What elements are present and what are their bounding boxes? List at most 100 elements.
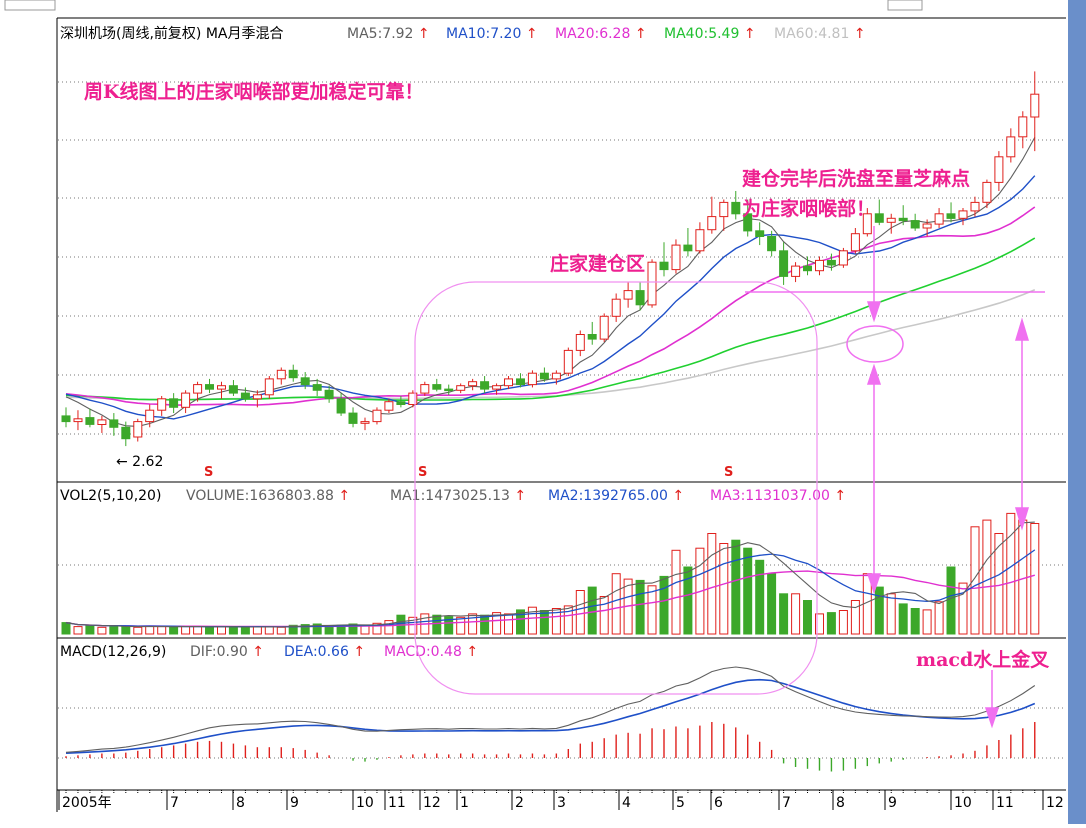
x-tick-label: 7	[782, 795, 791, 811]
volume-bar	[276, 626, 286, 635]
dea-line	[65, 678, 1036, 754]
candlestick	[1030, 71, 1040, 152]
volume-bar	[109, 625, 119, 635]
candle-body	[587, 334, 597, 340]
candle-body	[994, 156, 1004, 183]
vol-ma2-value: MA2:1392765.00	[548, 488, 668, 504]
candle-body	[1018, 116, 1028, 138]
candle-body	[480, 381, 490, 390]
volume-bars	[61, 512, 1040, 635]
candlestick	[1006, 128, 1016, 163]
candle-body	[862, 213, 872, 235]
candle-body	[647, 261, 657, 306]
volume-bar	[312, 623, 322, 635]
x-tick-label: 2005年	[62, 795, 112, 811]
candle-body	[611, 298, 621, 317]
volume-bar	[133, 626, 143, 635]
candle-body	[934, 213, 944, 225]
candlestick	[958, 208, 968, 226]
candle-body	[779, 250, 789, 277]
candle-body	[767, 236, 777, 252]
candlestick	[109, 413, 119, 436]
candle-body	[240, 392, 250, 400]
candle-body	[898, 217, 908, 222]
candlestick	[312, 378, 322, 396]
candlestick	[121, 421, 131, 447]
candle-body	[970, 201, 980, 212]
volume-bar	[683, 566, 693, 635]
x-tick-label: 11	[996, 795, 1014, 811]
candlestick	[647, 259, 657, 308]
candlestick	[324, 385, 334, 403]
volume-bar	[791, 593, 801, 635]
volume-bar	[492, 612, 502, 635]
volume-bar	[456, 616, 466, 635]
annotation-zone: 庄家建仓区	[550, 252, 645, 275]
macd-lines	[65, 666, 1036, 754]
candlestick	[276, 367, 286, 385]
annotation-right-line1: 建仓完毕后洗盘至量芝麻点	[742, 167, 970, 190]
ma40-arrow-icon: ↑	[744, 26, 756, 42]
volume-title: VOL2(5,10,20)	[60, 488, 161, 504]
candle-body	[815, 259, 824, 272]
x-tick-label: 6	[714, 795, 723, 811]
candle-body	[803, 265, 812, 272]
macd-title: MACD(12,26,9)	[60, 644, 166, 660]
volume-bar	[767, 573, 777, 635]
volume-bar	[228, 626, 238, 635]
candle-body	[217, 385, 226, 390]
candle-body	[671, 244, 681, 271]
candle-body	[456, 385, 466, 391]
candlestick	[288, 364, 298, 382]
volume-bar	[264, 626, 274, 635]
candlestick	[587, 321, 597, 345]
x-tick-label: 5	[676, 795, 685, 811]
candlestick	[779, 242, 789, 285]
candlestick	[551, 370, 561, 385]
candlestick	[205, 378, 214, 394]
candlestick	[217, 381, 226, 399]
x-tick-label: 10	[356, 795, 374, 811]
candlestick	[133, 418, 143, 442]
vol-ma1-value: MA1:1473025.13	[390, 488, 510, 504]
candlestick	[73, 410, 83, 431]
x-tick-label: 1	[460, 795, 469, 811]
dea-value: DEA:0.66	[284, 644, 349, 660]
volume-bar	[288, 624, 298, 635]
ma60-value: MA60:4.81	[774, 26, 849, 42]
candlestick	[157, 395, 167, 416]
volume-bar	[755, 559, 765, 635]
candlestick	[838, 247, 848, 268]
volume-bar	[300, 624, 310, 635]
candlestick	[755, 222, 765, 246]
arrow-head-up-icon	[1014, 317, 1030, 341]
candle-body	[563, 349, 573, 374]
candlestick	[815, 256, 824, 276]
candlestick	[934, 208, 944, 228]
volume-bar	[635, 579, 645, 635]
candlestick	[420, 381, 430, 396]
candlestick	[336, 393, 346, 416]
volume-bar	[73, 626, 83, 635]
arrow-head-down-icon	[984, 707, 1000, 729]
vol-ma1-arrow-icon: ↑	[514, 488, 526, 504]
candlestick	[360, 417, 370, 431]
x-tick-label: 9	[888, 795, 897, 811]
volume-bar	[743, 547, 753, 635]
volume-bar	[982, 519, 992, 635]
candlestick	[85, 408, 95, 428]
x-axis: 2005年 7 8 9 10 11 12 1 2 3 4 5 6 7 8 9 10 11 12	[58, 790, 1064, 811]
candlestick	[169, 393, 179, 414]
candle-body	[444, 388, 454, 392]
candle-body	[252, 394, 262, 400]
volume-bar	[1030, 523, 1040, 635]
candlestick	[468, 378, 478, 391]
volume-bar	[121, 626, 131, 635]
candlestick	[181, 390, 191, 414]
candle-body	[97, 419, 107, 425]
x-tick-label: 8	[836, 795, 845, 811]
macd-header: MACD(12,26,9) DIF:0.90 ↑ DEA:0.66 ↑ MACD…	[60, 644, 478, 660]
candlestick	[432, 378, 442, 392]
accumulation-zone-box	[414, 281, 818, 695]
